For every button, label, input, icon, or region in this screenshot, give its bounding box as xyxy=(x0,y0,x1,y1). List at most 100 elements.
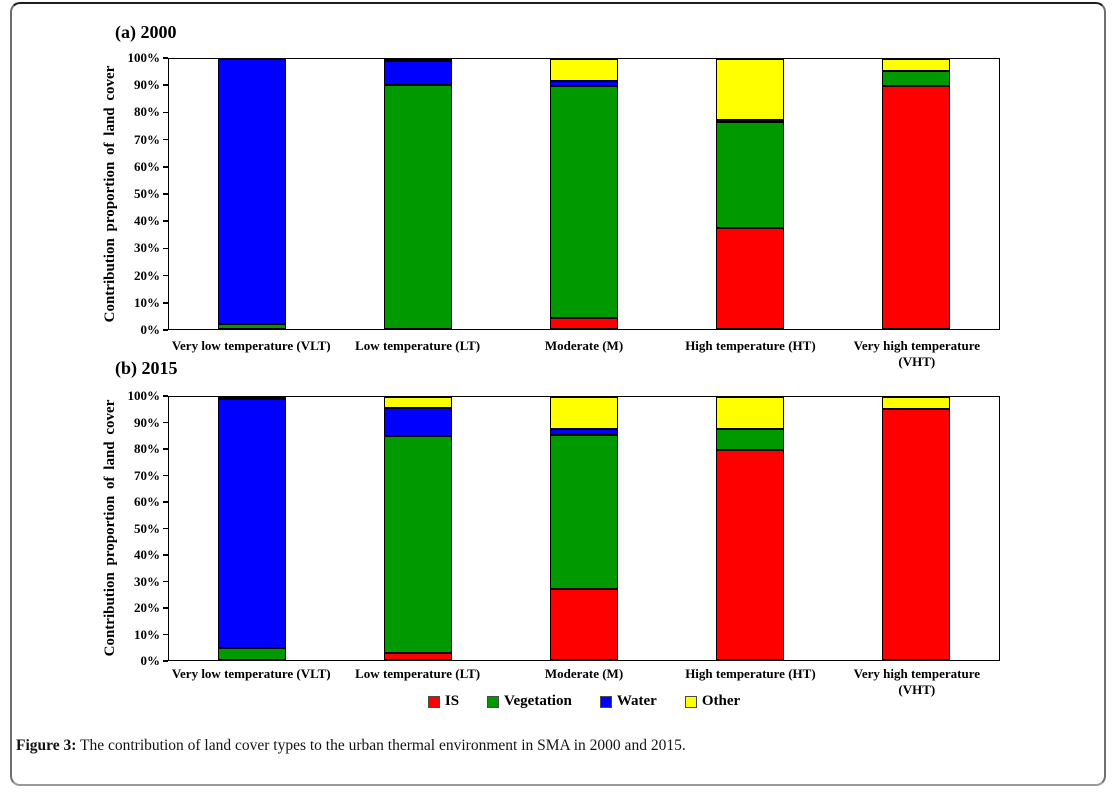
is-color-swatch-icon xyxy=(427,695,440,708)
bar-segment-is xyxy=(550,589,618,660)
y-tick-label: 70% xyxy=(134,467,160,483)
legend-item-is: IS xyxy=(427,693,460,710)
y-tick-mark xyxy=(163,247,168,250)
y-tick-mark xyxy=(163,138,168,141)
bar-segment-water xyxy=(218,59,286,324)
bar-segment-other xyxy=(384,59,452,61)
y-tick-mark xyxy=(163,57,168,59)
bar-segment-vegetation xyxy=(882,71,950,86)
bar-segment-vegetation xyxy=(716,428,784,450)
bar-slot xyxy=(501,59,667,329)
bar-slot xyxy=(833,59,999,329)
y-tick-label: 30% xyxy=(134,573,160,589)
y-tick-label: 90% xyxy=(134,77,160,93)
x-category-label: Very high temperature (VHT) xyxy=(853,666,981,697)
y-tick-mark xyxy=(163,274,168,277)
y-tick-mark xyxy=(163,607,168,609)
legend: IS Vegetation Water Other xyxy=(168,693,1000,710)
legend-label-water: Water xyxy=(616,693,657,709)
bar-segment-vegetation xyxy=(716,122,784,228)
x-category-label: Very low temperature (VLT) xyxy=(171,338,331,353)
y-tick-mark xyxy=(163,111,168,114)
legend-item-other: Other xyxy=(684,693,740,710)
plot-area xyxy=(168,396,1000,661)
bar-segment-other xyxy=(384,397,452,408)
bar-segment-other xyxy=(550,397,618,429)
x-axis-labels: Very low temperature (VLT) Low temperatur… xyxy=(168,338,1000,370)
bar-slot xyxy=(833,397,999,660)
legend-item-vegetation: Vegetation xyxy=(487,693,572,710)
y-tick-mark xyxy=(163,660,168,662)
bar-segment-is xyxy=(384,653,452,660)
legend-label-is: IS xyxy=(444,693,460,709)
y-tick-mark xyxy=(163,220,168,222)
chart-title-2000: (a) 2000 xyxy=(115,22,177,42)
bar-segment-vegetation xyxy=(218,648,286,660)
stacked-bar xyxy=(550,397,618,660)
figure-caption: Figure 3: The contribution of land cover… xyxy=(16,737,1096,755)
y-tick-label: 20% xyxy=(134,267,160,283)
x-category-label: Moderate (M) xyxy=(544,338,624,353)
bar-slot xyxy=(169,59,335,329)
plot-area xyxy=(168,58,1000,330)
y-tick-label: 60% xyxy=(134,494,160,509)
bar-segment-is xyxy=(716,227,784,329)
legend-item-water: Water xyxy=(599,693,657,710)
bars-container xyxy=(169,59,999,329)
y-tick-mark xyxy=(163,580,168,583)
x-category-label: Moderate (M) xyxy=(544,666,624,681)
bar-segment-other xyxy=(716,59,784,120)
bar-segment-vegetation xyxy=(384,436,452,654)
bar-segment-is xyxy=(882,86,950,329)
vegetation-color-swatch-icon xyxy=(487,695,500,708)
bar-slot xyxy=(667,59,833,329)
bar-segment-other xyxy=(882,59,950,72)
bar-segment-water xyxy=(384,61,452,86)
figure-card: (a) 2000 Contribution proportion of land… xyxy=(10,2,1106,786)
y-tick-mark xyxy=(163,395,168,397)
bar-segment-vegetation xyxy=(218,323,286,329)
x-category-label: High temperature (HT) xyxy=(685,338,816,353)
y-tick-mark xyxy=(163,474,168,477)
bar-segment-other xyxy=(882,397,950,409)
bar-segment-vegetation xyxy=(550,86,618,319)
x-category-label: Very low temperature (VLT) xyxy=(171,666,331,681)
y-tick-label: 70% xyxy=(134,131,160,147)
y-tick-mark xyxy=(163,84,168,86)
bar-segment-other xyxy=(716,397,784,429)
stacked-bar xyxy=(384,59,452,329)
y-tick-mark xyxy=(163,633,168,636)
y-tick-label: 50% xyxy=(134,186,160,201)
bar-segment-water xyxy=(550,80,618,87)
y-tick-mark xyxy=(163,501,168,503)
bar-segment-other xyxy=(218,397,286,399)
x-category-label: Low temperature (LT) xyxy=(355,666,481,681)
caption-label: Figure 3: xyxy=(16,737,77,754)
bar-slot xyxy=(169,397,335,660)
x-category-label: Low temperature (LT) xyxy=(355,338,481,353)
bar-segment-water xyxy=(716,119,784,123)
x-category-label: Very high temperature (VHT) xyxy=(853,338,981,369)
other-color-swatch-icon xyxy=(684,695,697,708)
y-tick-mark xyxy=(163,329,168,331)
y-tick-label: 90% xyxy=(134,414,160,430)
bar-segment-is xyxy=(550,318,618,329)
y-tick-label: 80% xyxy=(134,441,160,456)
bar-slot xyxy=(335,397,501,660)
stacked-bar xyxy=(882,59,950,329)
caption-text: The contribution of land cover types to … xyxy=(76,737,686,754)
stacked-bar xyxy=(550,59,618,329)
bar-slot xyxy=(501,397,667,660)
y-tick-mark xyxy=(163,166,168,168)
y-tick-label: 20% xyxy=(134,600,160,615)
y-tick-mark xyxy=(163,302,168,304)
bar-segment-vegetation xyxy=(550,435,618,589)
bar-segment-water xyxy=(384,407,452,437)
stacked-bar xyxy=(218,59,286,329)
y-tick-label: 0% xyxy=(140,322,161,337)
bar-segment-vegetation xyxy=(384,85,452,329)
y-tick-mark xyxy=(163,554,168,556)
legend-label-vegetation: Vegetation xyxy=(504,693,572,709)
stacked-bar xyxy=(384,397,452,660)
x-axis-labels: Very low temperature (VLT) Low temperatur… xyxy=(168,666,1000,698)
